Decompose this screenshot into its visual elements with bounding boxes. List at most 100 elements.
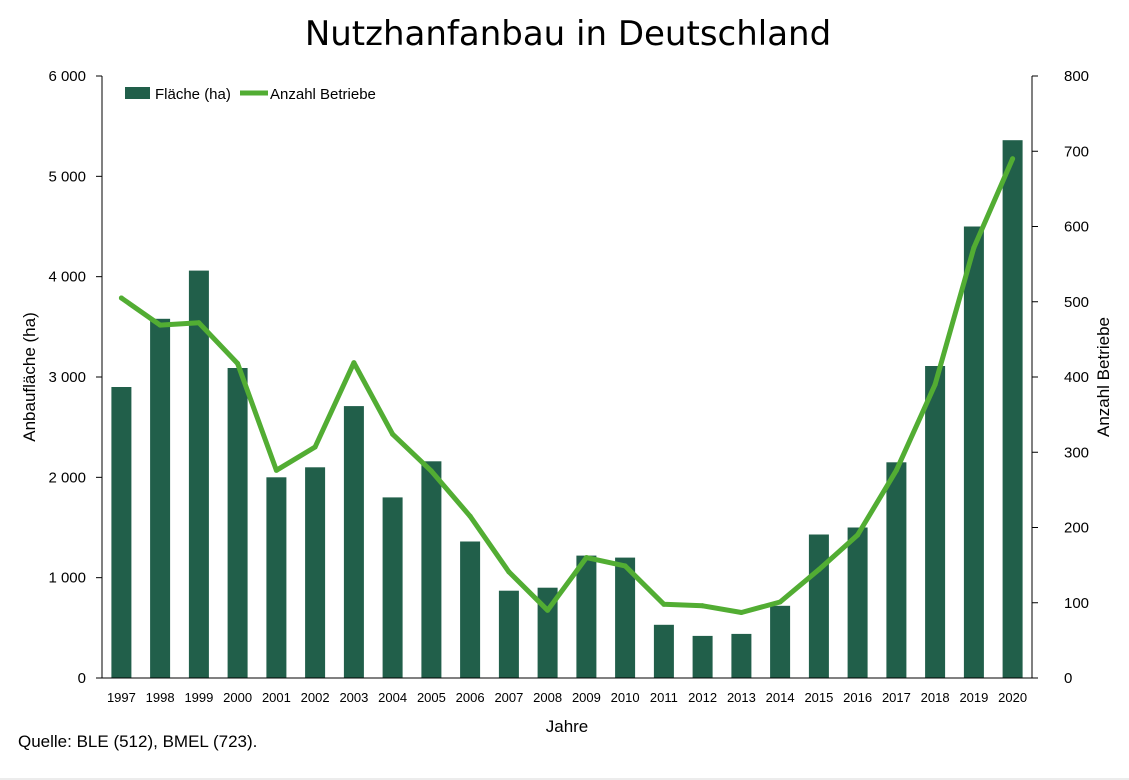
bar-2018 — [925, 366, 946, 678]
legend-bar-swatch — [125, 87, 150, 99]
bar-1997 — [111, 387, 132, 678]
line-point-2014 — [777, 599, 783, 605]
line-point-2006 — [467, 513, 473, 519]
bar-2005 — [421, 461, 442, 678]
x-tick-label: 2014 — [766, 690, 795, 705]
bar-2001 — [266, 477, 287, 678]
y2-tick-label: 500 — [1064, 294, 1089, 311]
x-tick-label: 2020 — [998, 690, 1027, 705]
line-point-2001 — [273, 467, 279, 473]
x-tick-label: 2017 — [882, 690, 911, 705]
bar-2007 — [498, 590, 519, 678]
line-point-2004 — [390, 431, 396, 437]
line-point-2007 — [506, 569, 512, 575]
x-tick-label: 2011 — [650, 690, 678, 705]
x-tick-label: 2013 — [727, 690, 756, 705]
y-axis-title: Anbaufläche (ha) — [20, 312, 39, 441]
bar-2019 — [963, 226, 984, 678]
bar-2014 — [770, 605, 791, 678]
line-point-2011 — [661, 601, 667, 607]
legend-bar-label: Fläche (ha) — [155, 86, 231, 103]
y2-tick-label: 200 — [1064, 520, 1089, 537]
x-tick-label: 2016 — [843, 690, 872, 705]
line-point-2010 — [622, 563, 628, 569]
line-point-2013 — [738, 610, 744, 615]
x-tick-label: 2015 — [804, 690, 833, 705]
betriebe-line — [118, 156, 1016, 615]
x-tick-label: 1999 — [184, 690, 213, 705]
x-tick-label: 2018 — [921, 690, 950, 705]
x-tick-label: 2000 — [223, 690, 252, 705]
x-tick-label: 2005 — [417, 690, 446, 705]
left-y-ticks: 0 1 000 2 000 3 000 4 000 5 000 6 000 — [48, 68, 102, 687]
line-point-2008 — [545, 607, 551, 613]
line-point-2017 — [893, 467, 899, 473]
x-tick-label: 2019 — [959, 690, 988, 705]
x-tick-label: 2003 — [339, 690, 368, 705]
line-point-1998 — [157, 322, 163, 328]
y2-tick-label: 700 — [1064, 143, 1089, 160]
y2-tick-label: 800 — [1064, 68, 1089, 85]
x-tick-label: 2007 — [494, 690, 523, 705]
x-tick-label: 2008 — [533, 690, 562, 705]
x-tick-label: 2006 — [456, 690, 485, 705]
line-point-2020 — [1010, 156, 1016, 162]
bar-1998 — [150, 318, 171, 678]
bar-2008 — [537, 587, 558, 678]
line-point-2016 — [855, 532, 861, 538]
y2-axis-title: Anzahl Betriebe — [1094, 317, 1113, 437]
y-tick-label: 5 000 — [48, 168, 86, 185]
x-tick-label: 2012 — [688, 690, 717, 705]
y2-tick-label: 400 — [1064, 369, 1089, 386]
y2-tick-label: 600 — [1064, 219, 1089, 236]
y-tick-label: 2 000 — [48, 469, 86, 486]
line-point-1997 — [118, 295, 124, 301]
line-point-2003 — [351, 360, 357, 366]
line-point-2012 — [700, 603, 706, 609]
line-series — [118, 156, 1016, 615]
y-tick-label: 0 — [78, 670, 86, 687]
bar-2006 — [460, 541, 481, 678]
x-tick-label: 2004 — [378, 690, 407, 705]
x-tick-label: 2002 — [301, 690, 330, 705]
bar-2012 — [692, 635, 713, 678]
bar-2003 — [343, 406, 364, 678]
x-axis-title: Jahre — [546, 717, 589, 736]
legend: Fläche (ha) Anzahl Betriebe — [125, 86, 376, 103]
line-point-2000 — [235, 361, 241, 366]
bar-2015 — [808, 534, 829, 678]
y2-tick-label: 300 — [1064, 444, 1089, 461]
right-y-ticks: 0 100 200 300 400 500 600 700 800 — [1032, 68, 1089, 687]
bar-2009 — [576, 555, 597, 678]
legend-line-label: Anzahl Betriebe — [270, 86, 376, 103]
bar-2000 — [227, 368, 248, 678]
bar-2016 — [847, 527, 868, 678]
x-tick-labels: 1997 1998 1999 2000 2001 2002 2003 2004 2005 2006… — [107, 690, 1027, 705]
bar-2004 — [382, 497, 403, 678]
bar-2013 — [731, 633, 752, 678]
line-point-2018 — [932, 382, 938, 387]
line-point-2005 — [428, 468, 434, 474]
bar-2002 — [305, 467, 326, 678]
line-point-1999 — [196, 320, 202, 326]
chart-title: Nutzhanfanbau in Deutschland — [305, 14, 831, 54]
y-tick-label: 1 000 — [48, 570, 86, 587]
x-tick-label: 2009 — [572, 690, 601, 705]
x-tick-label: 1998 — [146, 690, 175, 705]
y2-tick-label: 0 — [1064, 670, 1072, 687]
line-point-2009 — [583, 555, 589, 561]
line-point-2015 — [816, 567, 822, 573]
y2-tick-label: 100 — [1064, 595, 1089, 612]
y-tick-label: 6 000 — [48, 68, 86, 85]
bar-2020 — [1002, 140, 1023, 678]
x-tick-label: 2010 — [611, 690, 640, 705]
source-note: Quelle: BLE (512), BMEL (723). — [18, 732, 257, 751]
bar-2011 — [653, 624, 674, 678]
y-tick-label: 3 000 — [48, 369, 86, 386]
line-point-2019 — [971, 245, 977, 251]
bar-2010 — [615, 557, 636, 678]
bar-1999 — [188, 270, 209, 678]
line-point-2002 — [312, 444, 318, 450]
bar-2017 — [886, 462, 907, 678]
